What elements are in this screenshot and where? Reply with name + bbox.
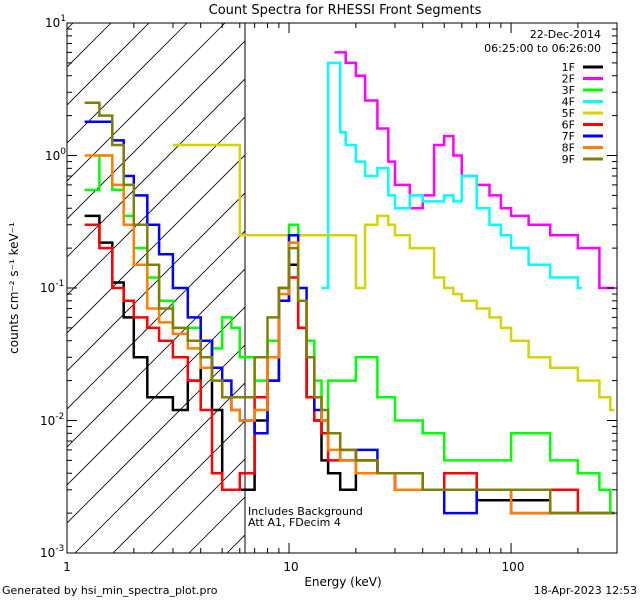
hatch-line <box>67 306 245 486</box>
legend-label-2F: 2F <box>562 73 575 86</box>
time-range-label: 06:25:00 to 06:26:00 <box>484 42 601 55</box>
y-axis-label: counts cm⁻² s⁻¹ keV⁻¹ <box>7 222 21 354</box>
x-tick-label-10: 10 <box>283 560 298 574</box>
legend-label-7F: 7F <box>562 130 575 143</box>
series-line-2F <box>334 51 615 290</box>
y-tick-label-1e-3: 10-3 <box>40 544 64 560</box>
x-tick-label-1: 1 <box>63 560 71 574</box>
legend-label-4F: 4F <box>562 96 575 109</box>
y-tick-label-1e-2: 10-2 <box>40 412 64 428</box>
hatch-line <box>112 420 245 553</box>
hatch-line <box>67 192 245 372</box>
y-tick-label-1e-1: 10-1 <box>40 279 64 295</box>
legend-label-9F: 9F <box>562 153 575 166</box>
axis-ticks <box>66 23 618 554</box>
legend-label-1F: 1F <box>562 61 575 74</box>
series-line-8F <box>84 154 615 515</box>
hatch-line <box>67 268 245 448</box>
hatch-line <box>150 458 245 553</box>
series-line-6F <box>84 223 615 515</box>
series-line-1F <box>84 214 615 515</box>
generated-by-label: Generated by hsi_min_spectra_plot.pro <box>2 584 218 597</box>
hatch-line <box>74 382 245 553</box>
annotation-background: Includes Background <box>248 505 363 518</box>
y-tick-label-1e0: 100 <box>45 147 66 163</box>
legend-label-3F: 3F <box>562 84 575 97</box>
y-tick-label-1e1: 101 <box>45 14 66 30</box>
chart-title: Count Spectra for RHESSI Front Segments <box>209 3 482 18</box>
legend-label-5F: 5F <box>562 107 575 120</box>
hatch-line <box>67 23 226 182</box>
hatch-line <box>67 78 245 258</box>
annotation-attenuator: Att A1, FDecim 4 <box>248 516 341 529</box>
timestamp-label: 18-Apr-2023 12:53 <box>534 584 637 597</box>
date-label: 22-Dec-2014 <box>530 28 601 41</box>
legend-label-8F: 8F <box>562 142 575 155</box>
series-line-4F <box>321 61 582 290</box>
series-line-9F <box>84 101 615 515</box>
series-line-7F <box>84 120 615 515</box>
hatch-line <box>67 40 245 220</box>
x-tick-label-100: 100 <box>502 560 525 574</box>
series-layer <box>84 51 615 515</box>
legend-label-6F: 6F <box>562 119 575 132</box>
hatch-line <box>67 344 245 524</box>
x-axis-label: Energy (keV) <box>304 575 381 589</box>
series-line-5F <box>172 143 615 412</box>
